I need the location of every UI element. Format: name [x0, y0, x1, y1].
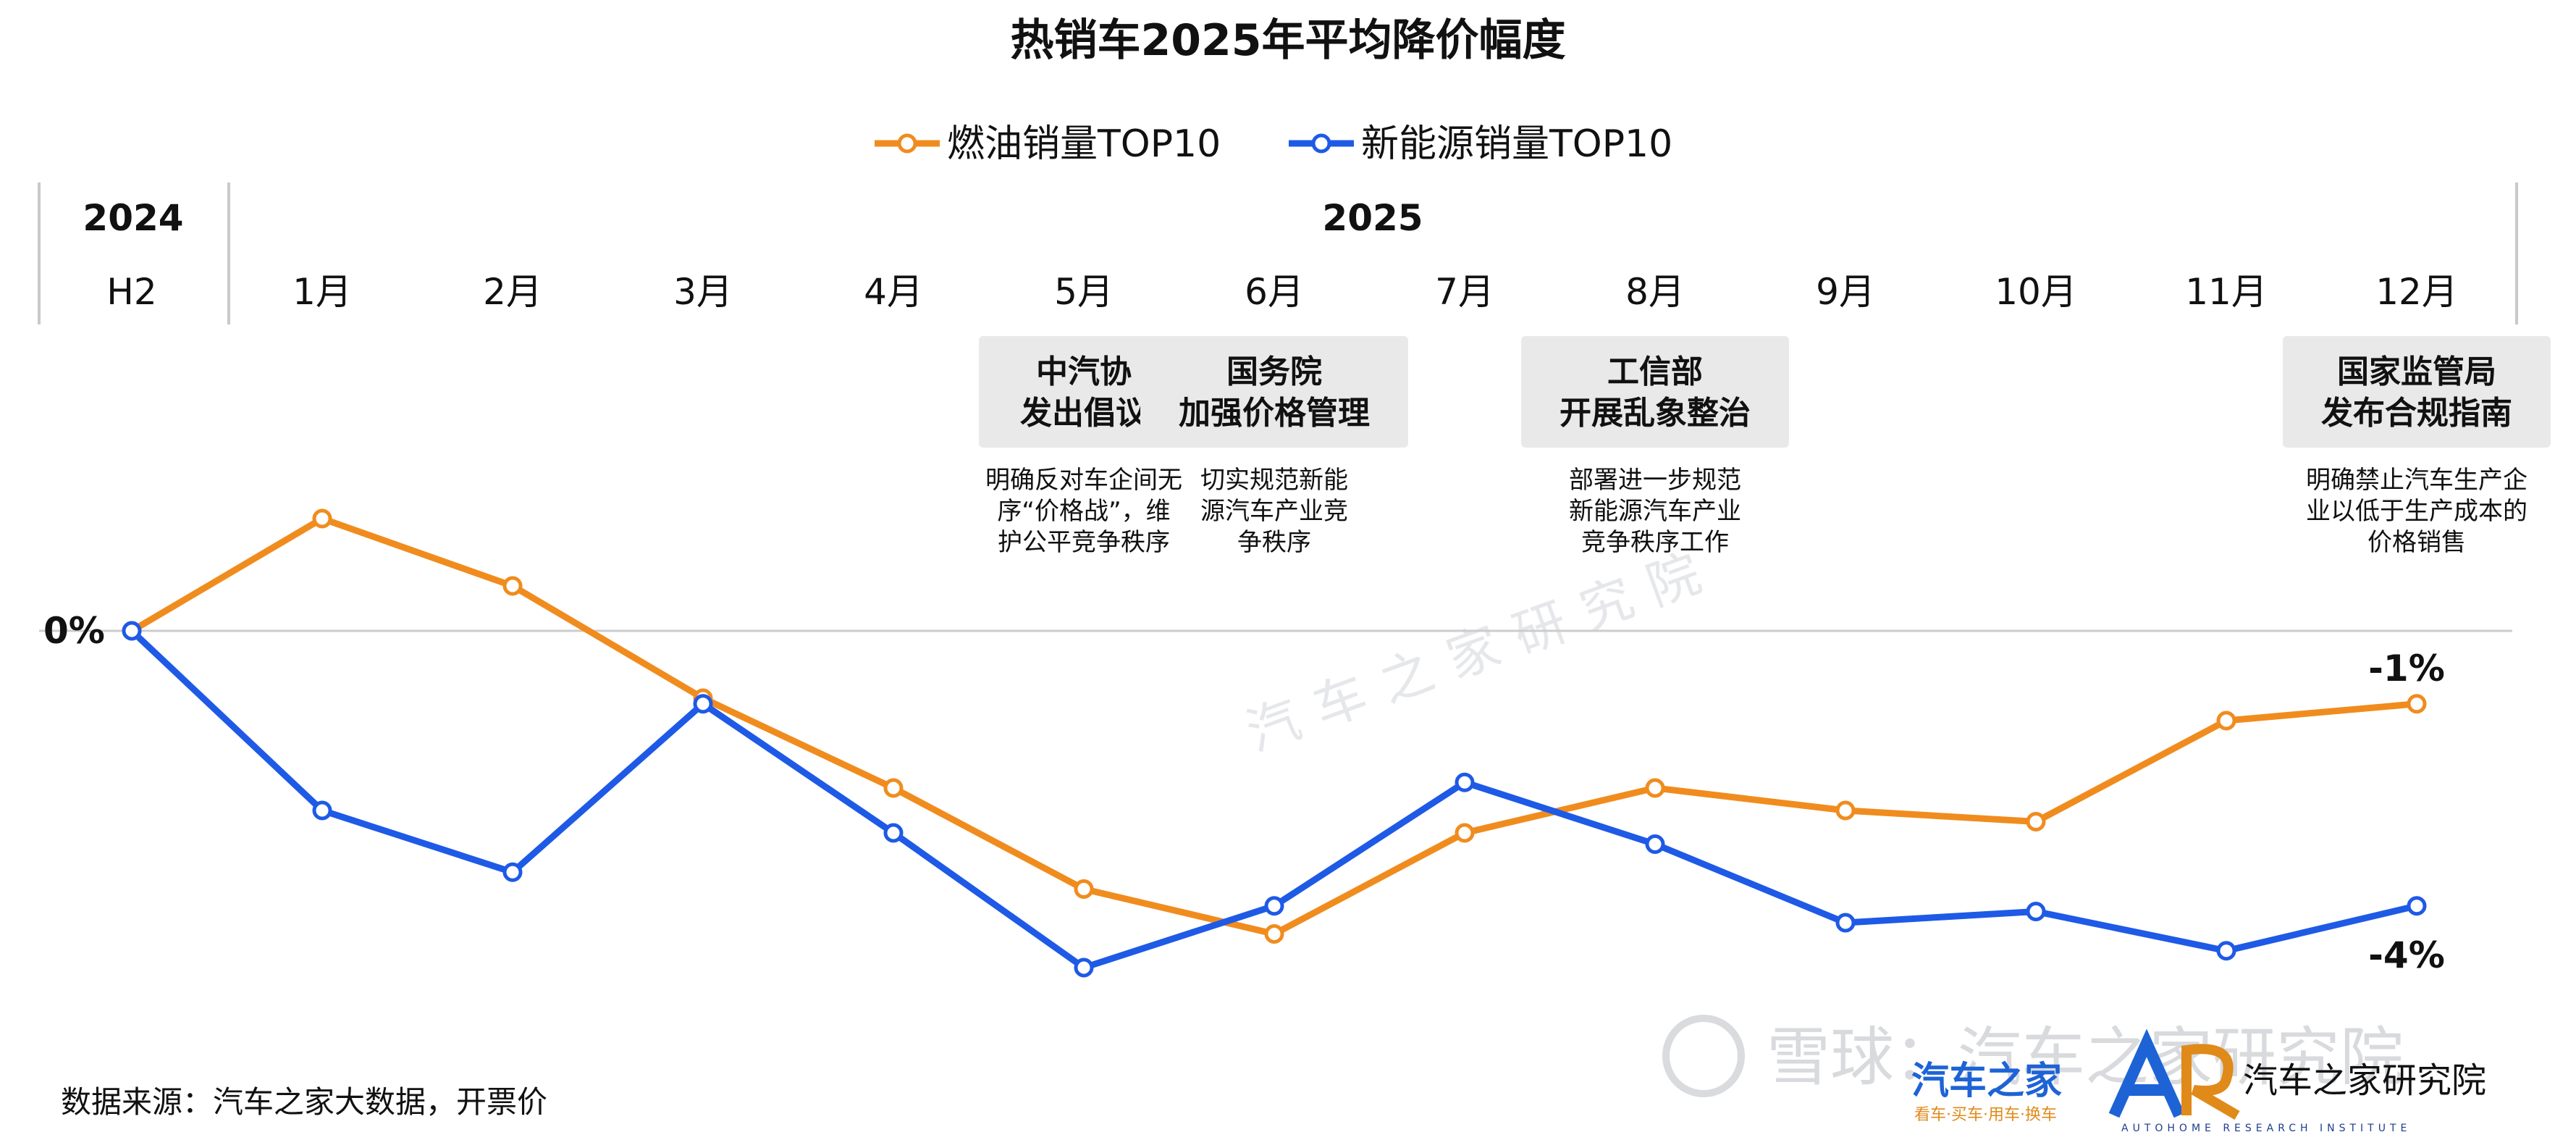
- data-point-1: [1835, 913, 1856, 933]
- annotation-desc: 源汽车产业竞: [1200, 497, 1348, 526]
- data-point-0: [1264, 924, 1284, 944]
- annotation-desc: 明确禁止汽车生产企: [2306, 466, 2527, 495]
- data-point-1: [2026, 902, 2046, 921]
- x-tick-label: 3月: [673, 271, 733, 313]
- chart-title: 热销车2025年平均降价幅度: [1011, 15, 1566, 66]
- xueqiu-icon: [1662, 1015, 1745, 1097]
- brand-logo-research-text: 汽车之家研究院: [2243, 1060, 2486, 1101]
- brand-logo-research-subtitle: AUTOHOME RESEARCH INSTITUTE: [2121, 1123, 2411, 1134]
- annotation-title: 工信部: [1607, 353, 1703, 390]
- annotation-desc: 明确反对车企间无: [985, 466, 1182, 495]
- year-label-2024: 2024: [83, 197, 183, 239]
- brand-logo-research: 汽车之家研究院 AUTOHOME RESEARCH INSTITUTE: [2108, 1028, 2486, 1134]
- legend-label-nev: 新能源销量TOP10: [1361, 122, 1672, 166]
- legend: 燃油销量TOP10 新能源销量TOP10: [875, 122, 1672, 166]
- brand-logo-autohome: 汽车之家 看车·买车·用车·换车: [1911, 1060, 2062, 1124]
- data-point-0: [312, 508, 332, 529]
- watermark: 汽车之家研究院: [1239, 536, 1726, 763]
- x-tick-label: 2月: [483, 271, 542, 313]
- x-tick-label: 5月: [1054, 271, 1114, 313]
- annotation-desc: 部署进一步规范: [1569, 466, 1741, 495]
- x-tick-label: 1月: [292, 271, 352, 313]
- data-point-1: [1645, 834, 1665, 854]
- annotation-box: [2283, 336, 2551, 448]
- x-tick-label: 12月: [2375, 271, 2458, 313]
- bottom-watermark-text: 雪球：汽车之家研究院: [1767, 1020, 2404, 1094]
- annotation-title: 开展乱象整治: [1560, 395, 1751, 432]
- annotation-title: 发布合规指南: [2321, 395, 2512, 432]
- zero-label: 0%: [43, 610, 105, 652]
- annotation-desc: 护公平竞争秩序: [998, 528, 1170, 557]
- annotation-desc: 争秩序: [1237, 528, 1311, 557]
- legend-item-nev: 新能源销量TOP10: [1289, 122, 1672, 166]
- data-point-1: [1264, 896, 1284, 916]
- brand-logo-autohome-slogan: 看车·买车·用车·换车: [1914, 1106, 2057, 1124]
- data-point-0: [883, 778, 904, 798]
- x-tick-label: 9月: [1816, 271, 1875, 313]
- data-point-1: [883, 823, 904, 843]
- data-point-0: [1455, 823, 1475, 843]
- data-point-1: [2407, 896, 2427, 916]
- annotation-title: 发出倡议: [1020, 395, 1148, 432]
- data-point-1: [312, 800, 332, 821]
- x-tick-label: 6月: [1245, 271, 1304, 313]
- data-point-0: [2026, 812, 2046, 831]
- data-point-0: [2216, 711, 2236, 731]
- data-point-0: [1645, 778, 1665, 798]
- data-point-1: [502, 862, 523, 882]
- data-point-0: [502, 576, 523, 596]
- annotation-box: [979, 336, 1189, 448]
- end-label-fuel: -1%: [2368, 647, 2445, 690]
- annotation-box: [1521, 336, 1789, 448]
- x-tick-label: 11月: [2185, 271, 2268, 313]
- source-note: 数据来源：汽车之家大数据，开票价: [61, 1084, 547, 1120]
- research-logo-swoosh: [2181, 1044, 2240, 1120]
- annotation-desc: 新能源汽车产业: [1569, 497, 1741, 526]
- x-tick-label: 10月: [1995, 271, 2077, 313]
- data-point-1: [1455, 772, 1475, 792]
- annotation-title: 国家监管局: [2337, 353, 2496, 390]
- annotation-desc: 价格销售: [2367, 528, 2466, 557]
- annotation-title: 加强价格管理: [1179, 395, 1370, 432]
- annotation-desc: 业以低于生产成本的: [2306, 497, 2527, 526]
- data-point-0: [2407, 694, 2427, 714]
- data-point-1: [2216, 941, 2236, 961]
- data-point-1: [122, 621, 142, 641]
- x-axis-ticks: H2 1月 2月 3月 4月 5月 6月 7月 8月 9月 10月 11月 12月: [106, 271, 2458, 313]
- annotation-desc: 序“价格战”，维: [997, 497, 1170, 526]
- year-label-2025: 2025: [1322, 197, 1423, 239]
- research-logo-icon: [2108, 1028, 2185, 1118]
- annotation-title: 中汽协: [1036, 353, 1132, 390]
- end-label-nev: -4%: [2368, 934, 2445, 976]
- annotation-box: [1140, 336, 1408, 448]
- bottom-watermark: 雪球：汽车之家研究院: [1662, 1015, 2404, 1097]
- x-tick-label: 7月: [1435, 271, 1494, 313]
- data-point-1: [693, 694, 713, 714]
- legend-label-fuel: 燃油销量TOP10: [947, 122, 1221, 166]
- legend-item-fuel: 燃油销量TOP10: [875, 122, 1221, 166]
- legend-marker-nev: [1311, 133, 1331, 154]
- annotation-title: 国务院: [1226, 353, 1322, 390]
- x-tick-label: 4月: [864, 271, 923, 313]
- legend-marker-fuel: [897, 133, 917, 154]
- brand-logo-autohome-text: 汽车之家: [1911, 1060, 2062, 1103]
- data-point-1: [1074, 957, 1094, 978]
- data-point-0: [1074, 879, 1094, 899]
- data-point-0: [1835, 800, 1856, 821]
- policy-annotations: 中汽协发出倡议明确反对车企间无序“价格战”，维护公平竞争秩序国务院加强价格管理切…: [979, 336, 2551, 557]
- x-tick-label: H2: [106, 271, 156, 313]
- x-tick-label: 8月: [1625, 271, 1685, 313]
- annotation-desc: 切实规范新能: [1200, 466, 1348, 495]
- series-layer: [122, 508, 2427, 978]
- annotation-desc: 竞争秩序工作: [1581, 528, 1729, 557]
